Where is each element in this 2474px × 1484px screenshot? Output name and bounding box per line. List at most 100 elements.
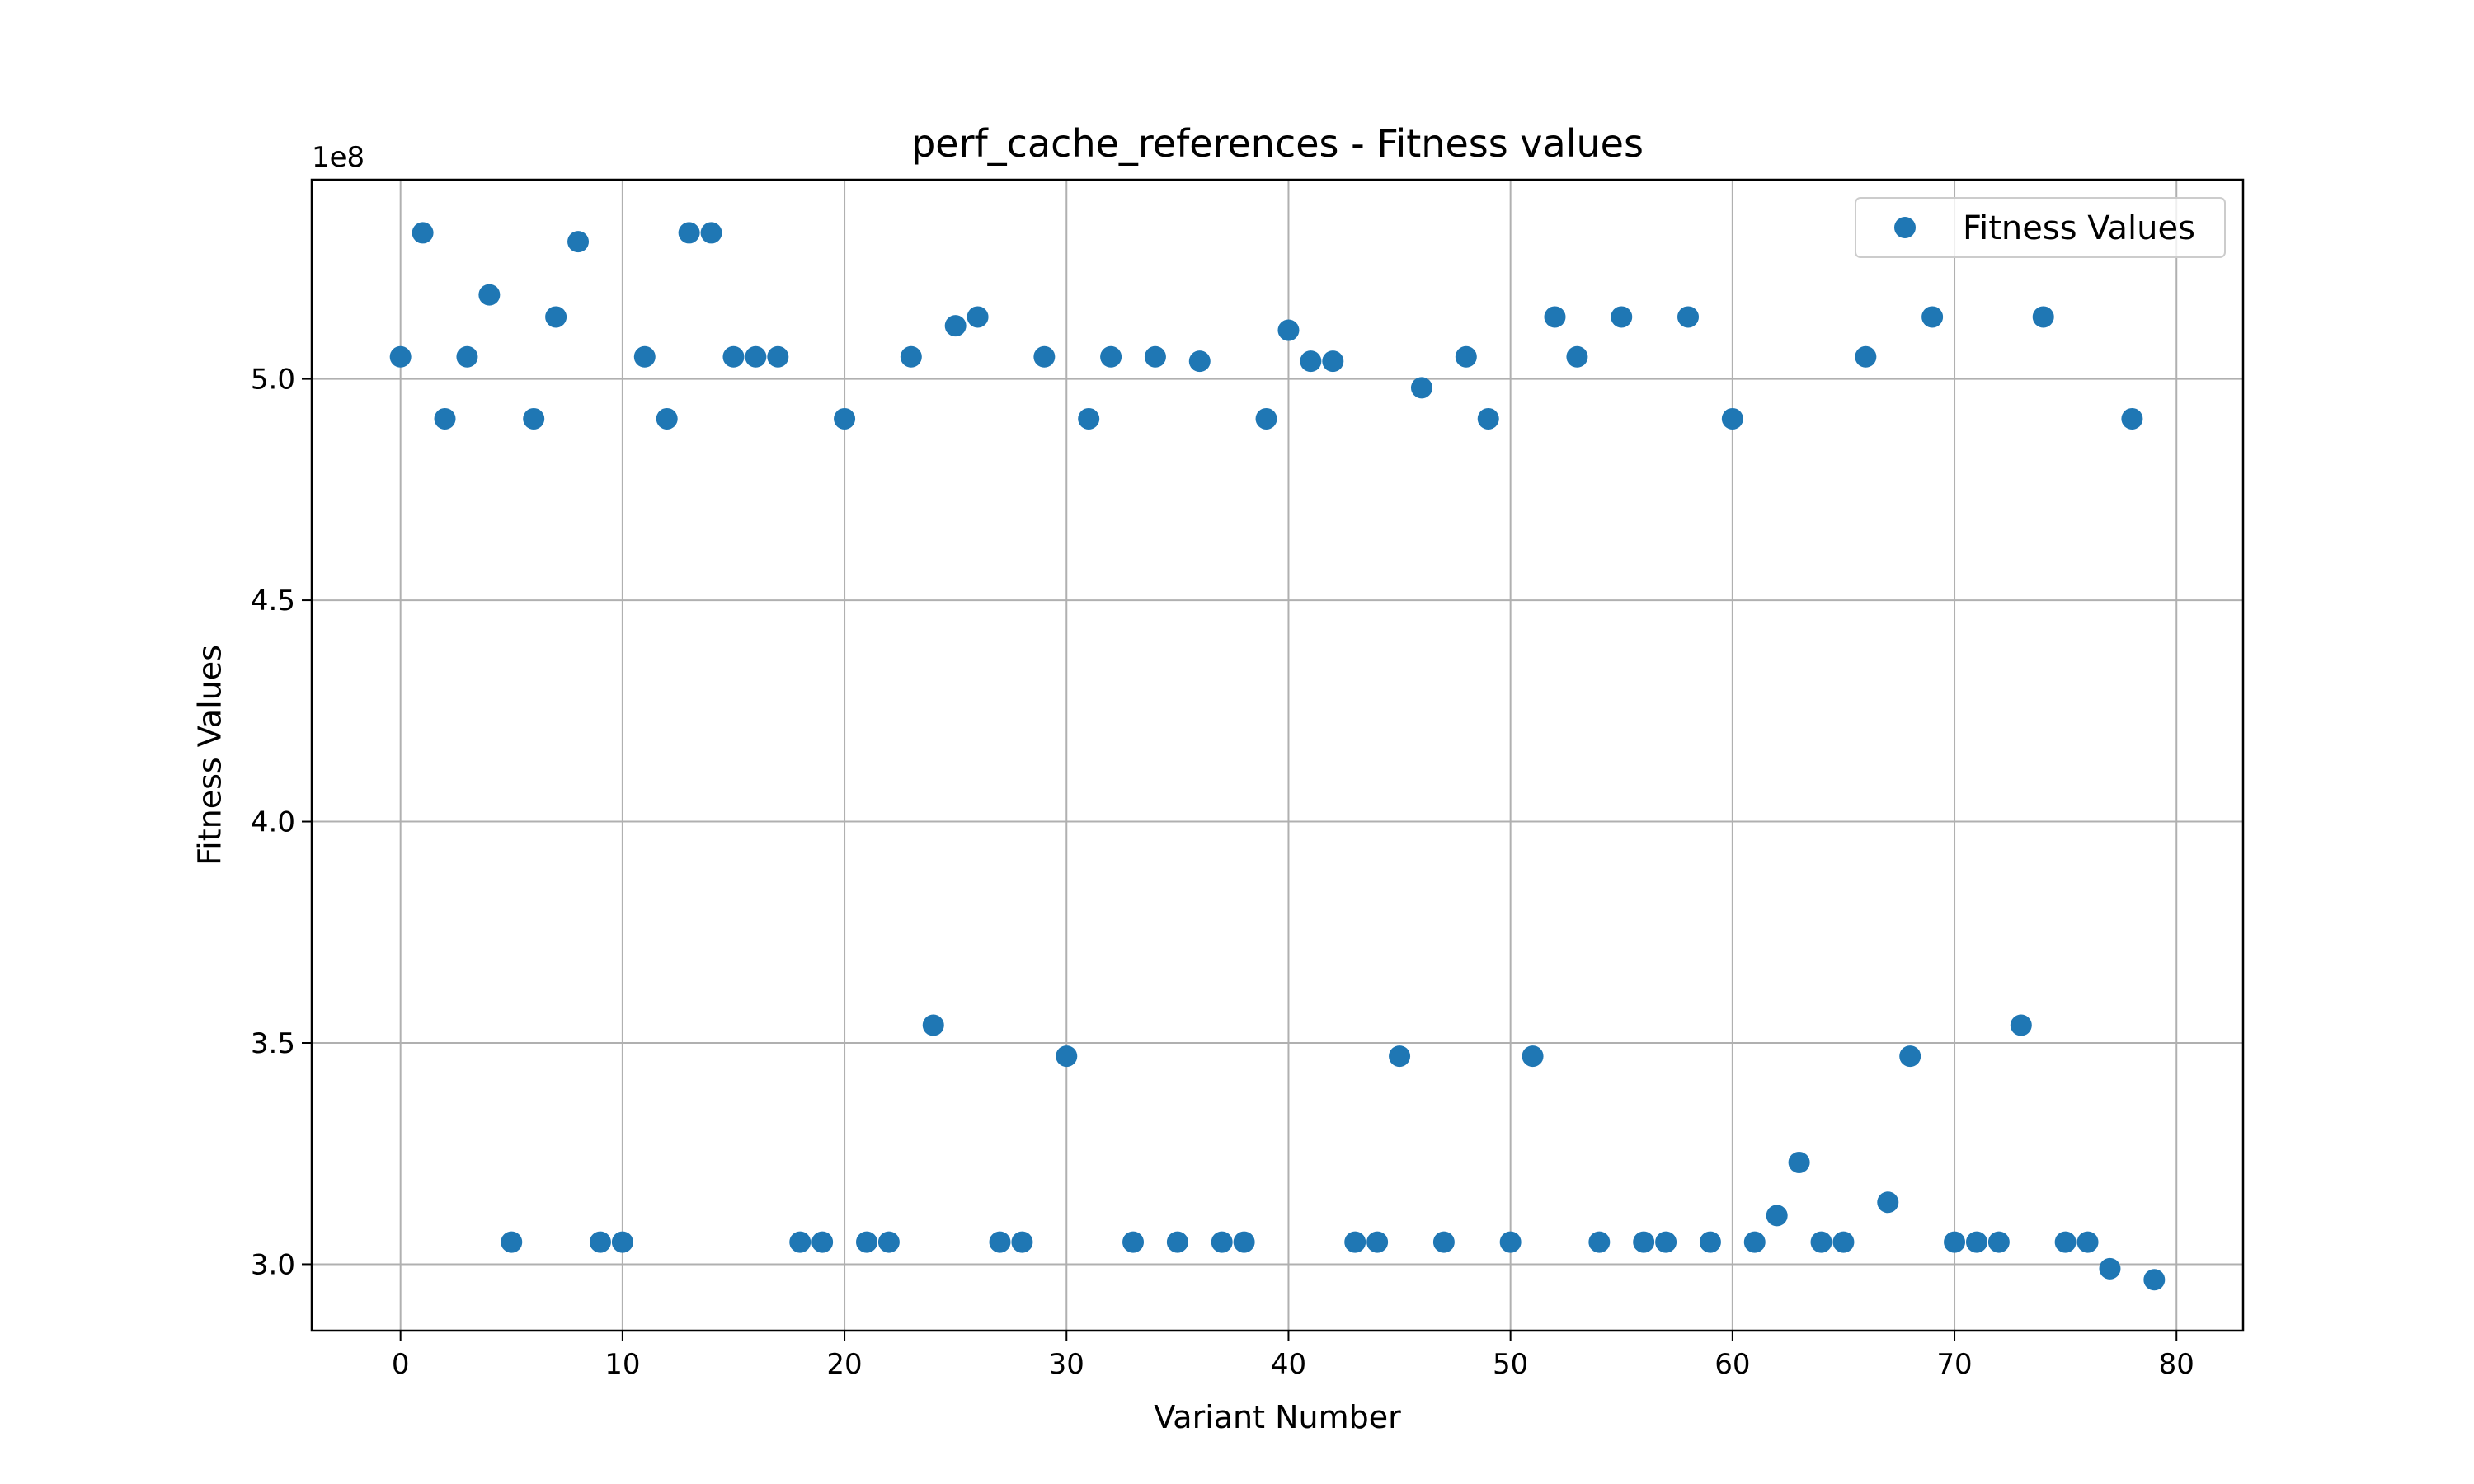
data-point [900, 345, 922, 368]
data-point [523, 407, 545, 430]
data-point [1166, 1231, 1188, 1253]
data-point [1344, 1231, 1366, 1253]
data-point [1233, 1231, 1255, 1253]
grid-lines [312, 180, 2243, 1331]
data-point [611, 1231, 633, 1253]
data-point [678, 222, 700, 244]
data-point [745, 345, 767, 368]
data-point [412, 222, 434, 244]
data-point [1255, 407, 1277, 430]
data-point [656, 407, 678, 430]
plot-area-frame [310, 178, 2245, 1332]
data-point [967, 306, 989, 328]
data-point [434, 407, 456, 430]
data-point [989, 1231, 1011, 1253]
data-point [1277, 319, 1300, 341]
data-point [722, 345, 745, 368]
data-point [1432, 1231, 1455, 1253]
data-point [1899, 1045, 1921, 1068]
y-tick-label: 4.5 [251, 585, 295, 618]
data-point [1389, 1045, 1411, 1068]
legend-box [1855, 197, 2226, 258]
data-point [1544, 306, 1566, 328]
data-point [700, 222, 722, 244]
data-point [767, 345, 789, 368]
data-point [1788, 1151, 1810, 1173]
data-point [1078, 407, 1100, 430]
data-point [456, 345, 478, 368]
legend: Fitness Values [1855, 197, 2226, 258]
data-point [1766, 1205, 1788, 1227]
data-point [1033, 345, 1056, 368]
x-tick-label: 20 [826, 1348, 862, 1381]
data-point [1211, 1231, 1233, 1253]
data-point [478, 284, 501, 306]
x-tick-label: 30 [1049, 1348, 1084, 1381]
data-point [944, 315, 967, 337]
data-point [501, 1231, 523, 1253]
data-point [567, 231, 590, 253]
data-point [589, 1231, 611, 1253]
data-point [1921, 306, 1944, 328]
data-point [2054, 1231, 2077, 1253]
data-point [1522, 1045, 1544, 1068]
x-tick-label: 10 [604, 1348, 640, 1381]
data-point [1633, 1231, 1655, 1253]
data-point [1366, 1231, 1389, 1253]
data-point [1188, 350, 1211, 373]
data-point [1144, 345, 1166, 368]
data-point [2010, 1014, 2032, 1036]
x-tick-label: 60 [1714, 1348, 1750, 1381]
data-point [1566, 345, 1588, 368]
data-point [1410, 377, 1432, 399]
y-axis-scale-label: 1e8 [312, 141, 365, 174]
data-point [2099, 1257, 2121, 1280]
y-axis-label: Fitness Values [191, 645, 228, 866]
data-point [1877, 1191, 1899, 1214]
data-point [1056, 1045, 1078, 1068]
data-point [834, 407, 856, 430]
y-tick-label: 5.0 [251, 364, 295, 397]
data-point [1743, 1231, 1766, 1253]
data-point [633, 345, 656, 368]
data-point [1477, 407, 1499, 430]
data-point [1611, 306, 1633, 328]
data-point [1810, 1231, 1832, 1253]
data-point [789, 1231, 811, 1253]
x-tick-label: 70 [1936, 1348, 1972, 1381]
x-tick-label: 50 [1493, 1348, 1528, 1381]
axis-ticks: 0 10 20 30 40 50 60 70 80 3.0 3.5 4.0 4.5 5.0 [251, 364, 2194, 1381]
data-point [1499, 1231, 1522, 1253]
data-point [922, 1014, 944, 1036]
data-point [877, 1231, 900, 1253]
y-tick-label: 3.5 [251, 1027, 295, 1060]
data-point [1655, 1231, 1677, 1253]
legend-label: Fitness Values [1963, 209, 2195, 247]
y-tick-label: 3.0 [251, 1248, 295, 1281]
data-point [1322, 350, 1344, 373]
data-point [1455, 345, 1477, 368]
data-point [1987, 1231, 2010, 1253]
data-point [1011, 1231, 1033, 1253]
x-axis-label: Variant Number [1154, 1399, 1401, 1435]
chart-title: perf_cache_references - Fitness values [911, 121, 1644, 166]
data-point [1588, 1231, 1611, 1253]
data-point [1855, 345, 1877, 368]
x-tick-label: 80 [2159, 1348, 2194, 1381]
data-point [545, 306, 567, 328]
data-point [2077, 1231, 2099, 1253]
data-point [1100, 345, 1122, 368]
data-point [2143, 1269, 2166, 1291]
x-tick-label: 0 [392, 1348, 410, 1381]
data-point [1832, 1231, 1855, 1253]
data-point [1944, 1231, 1966, 1253]
data-point [855, 1231, 877, 1253]
data-point [1965, 1231, 1987, 1253]
data-point [1122, 1231, 1145, 1253]
data-point [1300, 350, 1322, 373]
data-points [389, 222, 2166, 1291]
data-point [811, 1231, 834, 1253]
data-point [389, 345, 412, 368]
data-point [2032, 306, 2054, 328]
